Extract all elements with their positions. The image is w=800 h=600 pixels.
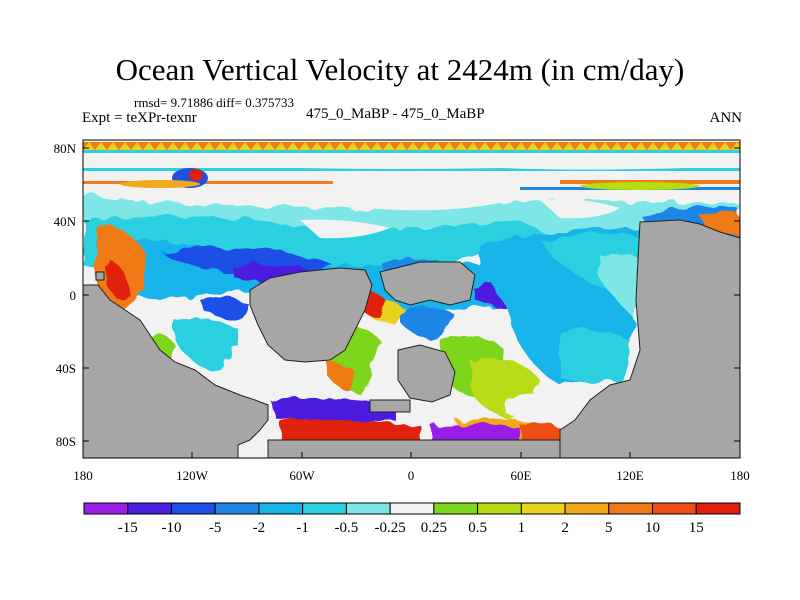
colorbar-swatch [389,502,435,515]
colorbar-label: -5 [209,520,222,536]
white-patch-c [540,199,620,219]
x-tick-180-right: 180 [730,468,750,483]
land-east [559,219,740,458]
colorbar-swatch [258,502,304,515]
axis-ticks [82,147,741,458]
case-label: 475_0_MaBP - 475_0_MaBP [306,106,485,122]
colorbar-label: 10 [645,520,660,536]
colorbar-swatch [127,502,172,515]
x-tick-120e: 120E [616,468,644,483]
colorbar-label: -0.25 [375,520,406,536]
land-central [249,267,373,363]
y-tick-40s: 40S [56,361,76,376]
land-islet-2 [369,399,411,413]
colorbar-label: -2 [253,520,266,536]
colorbar-swatch [214,502,260,515]
x-tick-0: 0 [408,468,415,483]
north-white-band [83,154,740,170]
x-tick-labels: 180 120W 60W 0 60E 120E 180 [73,468,750,483]
colorbar-swatch [83,502,129,515]
colorbar-label: 1 [518,520,526,536]
experiment-label: Expt = teXPr-texnr [82,110,197,126]
colorbar-swatch [695,502,741,515]
colorbar-swatch [433,502,479,515]
colorbar-label: 15 [689,520,704,536]
colorbar-label: 5 [605,520,613,536]
colorbar-swatch [345,502,391,515]
rmsd-diff-stats: rmsd= 9.71886 diff= 0.375733 [134,95,294,110]
colorbar-swatch [170,502,216,515]
white-patch-a [240,188,520,211]
x-tick-120w: 120W [176,468,209,483]
arctic-sawtooth [83,142,740,150]
y-tick-80s: 80S [56,434,76,449]
colorbar-label: 2 [561,520,569,536]
colorbar-label: -1 [296,520,309,536]
colorbar-swatch [302,502,347,515]
land-south-island [397,344,456,403]
colorbar [83,502,741,515]
colorbar-swatch [608,502,654,515]
y-tick-40n: 40N [54,214,77,229]
land-west [83,284,269,458]
colorbar-swatch [564,502,610,515]
colorbar-labels: -15 -10 -5 -2 -1 -0.5 -0.25 0.25 0.5 1 2 5 10 15 [118,520,704,536]
x-tick-60w: 60W [289,468,315,483]
land-masses [83,219,740,458]
x-tick-60e: 60E [511,468,532,483]
map-field [83,140,740,458]
land-antarctic [267,439,561,458]
land-east-central [379,261,476,306]
y-tick-0: 0 [70,288,77,303]
x-tick-180-left: 180 [73,468,93,483]
colorbar-label: -0.5 [335,520,359,536]
colorbar-swatch [477,502,522,515]
colorbar-label: -15 [118,520,138,536]
northern-streaks [83,168,740,190]
y-tick-80n: 80N [54,141,77,156]
colorbar-label: 0.25 [421,520,447,536]
plot-title: Ocean Vertical Velocity at 2424m (in cm/… [115,52,685,87]
colorbar-swatch [652,502,697,515]
land-islet-1 [95,271,105,281]
colorbar-label: 0.5 [468,520,487,536]
colorbar-swatch [520,502,566,515]
colorbar-label: -10 [161,520,181,536]
season-label: ANN [709,110,743,126]
y-tick-labels: 80N 40N 0 40S 80S [54,141,77,449]
arctic-band-2 [83,150,740,153]
white-patch-b [300,219,390,239]
